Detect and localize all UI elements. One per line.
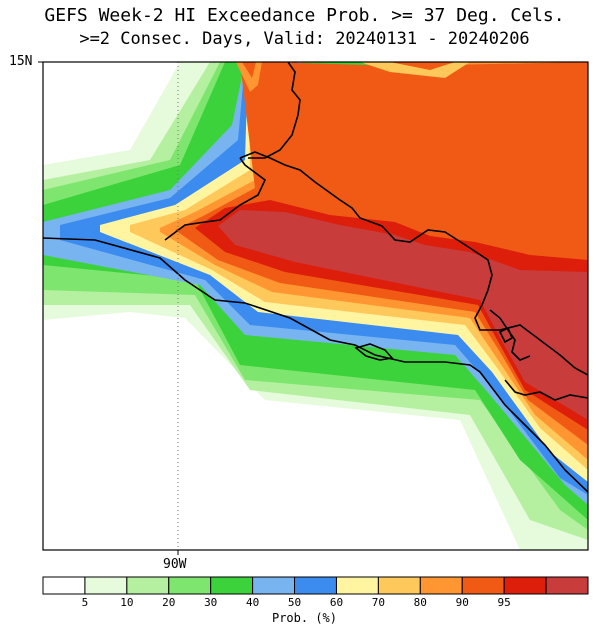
border-inner-2: [504, 379, 588, 401]
band-top-plume: [236, 62, 262, 92]
colorbar-tick-label: 10: [120, 596, 133, 609]
map-subtitle: >=2 Consec. Days, Valid: 20240131 - 2024…: [79, 29, 530, 49]
colorbar-tick-label: 95: [498, 596, 511, 609]
colorbar-swatch: [168, 576, 212, 595]
band-max: [218, 210, 588, 420]
lon-label: 90W: [163, 557, 187, 572]
colorbar-tick-label: 5: [82, 596, 89, 609]
colorbar-tick-label: 50: [288, 596, 301, 609]
colorbar-title: Prob. (%): [271, 611, 338, 625]
colorbar-tick-label: 40: [246, 596, 259, 609]
border-inner-1: [489, 309, 531, 361]
colorbar-tick-label: 30: [204, 596, 217, 609]
colorbar-swatch: [84, 576, 128, 595]
band-top-right-red: [390, 62, 455, 70]
colorbar-tick-label: 80: [414, 596, 427, 609]
island-small-2: [498, 326, 514, 344]
colorbar-swatch: [461, 576, 505, 595]
colorbar-swatch: [126, 576, 170, 595]
plot-frame: [42, 61, 589, 551]
lat-label: 15N: [9, 54, 33, 69]
island-small: [354, 343, 394, 361]
probability-shading: [43, 62, 588, 550]
colorbar-swatch: [42, 576, 86, 595]
map-title: GEFS Week-2 HI Exceedance Prob. >= 37 De…: [44, 5, 565, 26]
colorbar-swatch: [503, 576, 547, 595]
pacific-coast: [43, 237, 588, 493]
yucatan-outline: [248, 62, 301, 159]
colorbar-swatch: [545, 576, 589, 595]
border-mx-gt: [164, 157, 266, 241]
gulf-coast: [239, 151, 588, 376]
colorbar-tick-label: 90: [456, 596, 469, 609]
colorbar-tick-label: 20: [162, 596, 175, 609]
colorbar: 5 10 20 30 40 50 60 70 80 90 95: [42, 576, 589, 609]
colorbar-swatch: [335, 576, 379, 595]
band-top-plume-red: [242, 62, 256, 78]
colorbar-tick-label: 70: [372, 596, 385, 609]
colorbar-swatch: [252, 576, 296, 595]
coastline: [43, 62, 588, 493]
colorbar-tick-label: 60: [330, 596, 343, 609]
colorbar-swatch: [210, 576, 254, 595]
colorbar-swatch: [294, 576, 337, 595]
colorbar-swatch: [377, 576, 421, 595]
colorbar-swatch: [419, 576, 463, 595]
